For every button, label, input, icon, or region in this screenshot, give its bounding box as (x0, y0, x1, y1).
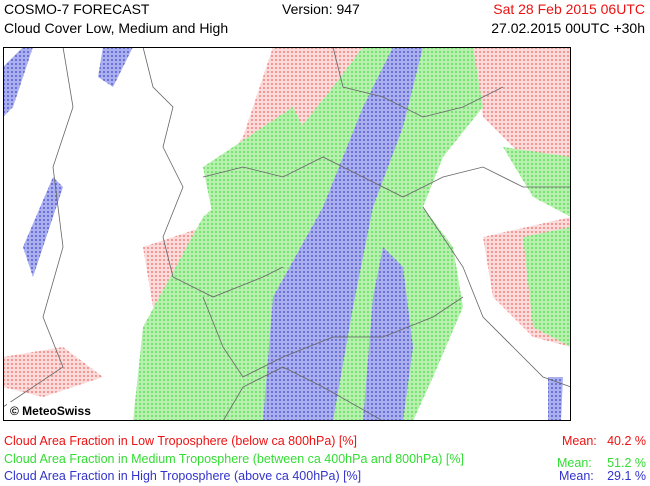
legend-label: Cloud Area Fraction in Medium Tropospher… (4, 452, 464, 466)
mean-value: 51.2 % (607, 456, 646, 470)
mean-label: Mean: (562, 434, 597, 448)
run-time: 27.02.2015 00UTC +30h (491, 20, 645, 36)
map: © MeteoSwiss (3, 47, 572, 422)
mean-label: Mean: (557, 456, 592, 470)
mean-label: Mean: (559, 469, 594, 483)
title: COSMO-7 FORECAST (4, 1, 150, 17)
subtitle: Cloud Cover Low, Medium and High (4, 20, 229, 36)
copyright-box (7, 402, 97, 418)
legend-label: Cloud Area Fraction in Low Troposphere (… (4, 434, 357, 448)
legend-label: Cloud Area Fraction in High Troposphere … (4, 469, 362, 483)
mean-value: 29.1 % (607, 469, 646, 483)
cloud-fields (3, 47, 571, 421)
copyright: © MeteoSwiss (10, 404, 91, 418)
mean-value: 40.2 % (607, 434, 646, 448)
map-frame (3, 47, 571, 421)
valid-time: Sat 28 Feb 2015 06UTC (493, 1, 645, 17)
version: Version: 947 (282, 1, 360, 17)
borders (3, 47, 572, 422)
